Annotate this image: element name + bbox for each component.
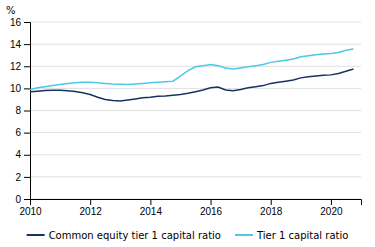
grid-line <box>30 110 361 111</box>
y-tick-mark <box>24 22 30 23</box>
grid-line <box>30 44 361 45</box>
y-tick: 0 <box>15 194 30 205</box>
y-tick-mark <box>24 177 30 178</box>
legend-swatch <box>27 234 45 236</box>
y-tick-label: 10 <box>10 83 22 94</box>
legend-label: Tier 1 capital ratio <box>256 230 348 241</box>
y-tick-label: 14 <box>10 39 22 50</box>
y-tick: 8 <box>15 105 30 116</box>
grid-line <box>30 176 361 177</box>
x-tick-label: 2018 <box>260 206 283 217</box>
y-tick: 12 <box>10 61 30 72</box>
y-axis-label: % <box>6 5 16 16</box>
x-tick-label: 2014 <box>140 206 163 217</box>
x-tick: 2016 <box>200 199 223 217</box>
x-tick-label: 2010 <box>19 206 42 217</box>
y-axis-line <box>24 23 31 200</box>
grid-line <box>30 88 361 89</box>
series-line <box>30 49 353 89</box>
x-tick-label: 2016 <box>200 206 223 217</box>
chart: 2010 2012 2014 2016 2018 2020 0 2 4 6 8 10 12 14 16% Co… <box>0 0 375 247</box>
y-tick-mark <box>24 133 30 134</box>
legend-item: Tier 1 capital ratio <box>235 230 348 241</box>
x-tick-mark <box>271 199 272 205</box>
x-tick: 2010 <box>19 199 42 217</box>
grid <box>30 22 361 199</box>
y-tick-label: 8 <box>15 105 21 116</box>
y-axis: 0 2 4 6 8 10 12 14 16 <box>10 17 31 205</box>
x-tick: 2014 <box>140 199 163 217</box>
x-tick: 2020 <box>320 199 343 217</box>
y-tick: 6 <box>15 127 30 138</box>
y-tick: 2 <box>15 172 30 183</box>
x-tick-mark <box>150 199 151 205</box>
y-tick: 4 <box>15 149 30 160</box>
y-tick-label: 16 <box>10 17 22 28</box>
y-tick: 10 <box>10 83 30 94</box>
x-tick-mark <box>90 199 91 205</box>
grid-line <box>30 22 361 23</box>
x-tick-label: 2020 <box>320 206 343 217</box>
grid-line <box>30 132 361 133</box>
legend: Common equity tier 1 capital ratio Tier 1… <box>27 230 349 241</box>
grid-line <box>30 154 361 155</box>
y-tick-label: 2 <box>15 172 21 183</box>
y-tick-mark <box>24 111 30 112</box>
legend-swatch <box>235 234 253 236</box>
y-tick-mark <box>24 44 30 45</box>
x-tick: 2018 <box>260 199 283 217</box>
x-tick-mark <box>211 199 212 205</box>
legend-item: Common equity tier 1 capital ratio <box>27 230 221 241</box>
y-tick-label: 6 <box>15 127 21 138</box>
y-tick-mark <box>24 88 30 89</box>
y-tick: 14 <box>10 39 30 50</box>
y-tick-label: 4 <box>15 149 21 160</box>
x-tick-mark <box>331 199 332 205</box>
y-tick: 16 <box>10 17 30 28</box>
x-axis: 2010 2012 2014 2016 2018 2020 <box>19 199 361 217</box>
x-tick-label: 2012 <box>80 206 103 217</box>
y-tick-mark <box>24 199 30 200</box>
lines <box>30 49 353 101</box>
x-axis-line <box>31 200 362 206</box>
y-tick-label: 0 <box>15 194 21 205</box>
plot: 2010 2012 2014 2016 2018 2020 0 2 4 6 8 10 12 14 16 <box>10 17 362 217</box>
series-line <box>30 69 353 101</box>
legend-label: Common equity tier 1 capital ratio <box>49 230 221 241</box>
y-tick-mark <box>24 66 30 67</box>
y-tick-label: 12 <box>10 61 22 72</box>
y-tick-mark <box>24 155 30 156</box>
x-tick: 2012 <box>80 199 103 217</box>
